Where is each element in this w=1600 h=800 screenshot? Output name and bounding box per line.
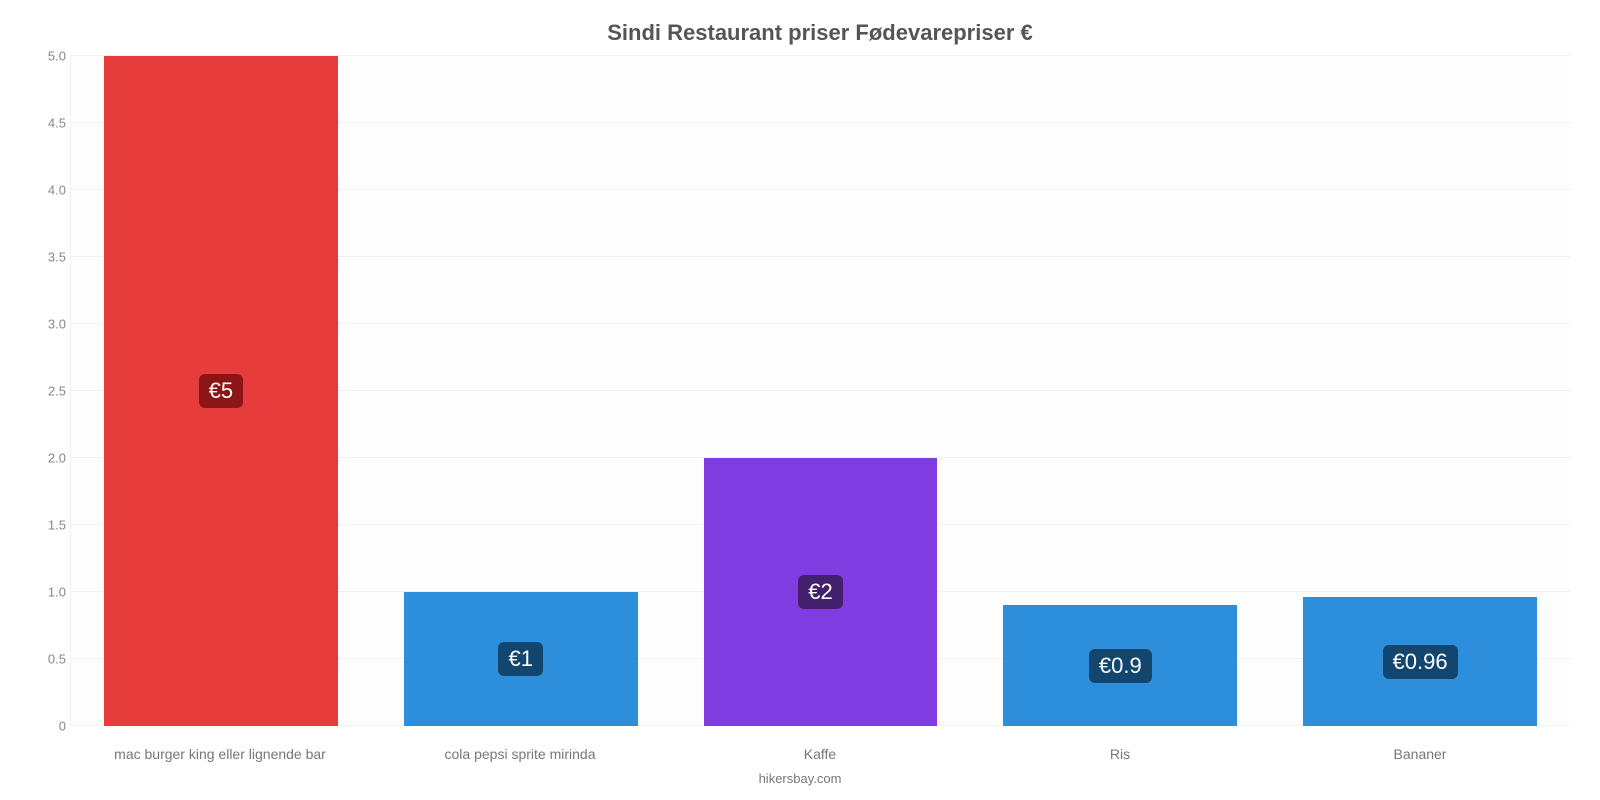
bar-slot: €0.96 (1270, 56, 1570, 726)
bar: €5 (104, 56, 338, 726)
y-tick-label: 1.5 (26, 518, 66, 533)
bar-value-badge: €5 (199, 374, 243, 408)
bar-slot: €0.9 (970, 56, 1270, 726)
y-tick-label: 2.5 (26, 384, 66, 399)
y-tick-label: 2.0 (26, 451, 66, 466)
y-tick-label: 4.5 (26, 116, 66, 131)
y-tick-label: 1.0 (26, 585, 66, 600)
bar-chart: Sindi Restaurant priser Fødevarepriser €… (0, 0, 1600, 800)
x-axis-label: Bananer (1270, 746, 1570, 762)
y-tick-label: 4.0 (26, 183, 66, 198)
bar-value-badge: €0.9 (1089, 649, 1152, 683)
y-tick-label: 0.5 (26, 652, 66, 667)
chart-title: Sindi Restaurant priser Fødevarepriser € (70, 20, 1570, 46)
y-tick-label: 3.5 (26, 250, 66, 265)
x-axis-label: cola pepsi sprite mirinda (370, 746, 670, 762)
bar-slot: €5 (71, 56, 371, 726)
x-axis-label: Kaffe (670, 746, 970, 762)
x-axis-label: mac burger king eller lignende bar (70, 746, 370, 762)
bar-value-badge: €0.96 (1383, 645, 1458, 679)
chart-footer: hikersbay.com (0, 771, 1600, 786)
y-tick-label: 3.0 (26, 317, 66, 332)
bar: €0.96 (1303, 597, 1537, 726)
x-axis-label: Ris (970, 746, 1270, 762)
bar: €2 (704, 458, 938, 726)
bar-slot: €1 (371, 56, 671, 726)
bar-slot: €2 (671, 56, 971, 726)
x-axis-labels: mac burger king eller lignende barcola p… (70, 746, 1570, 762)
bar-value-badge: €2 (798, 575, 842, 609)
bar-value-badge: €1 (498, 642, 542, 676)
bars-container: €5 €1 €2 €0.9 €0.96 (71, 56, 1570, 726)
y-tick-label: 5.0 (26, 49, 66, 64)
y-tick-label: 0 (26, 719, 66, 734)
bar: €0.9 (1003, 605, 1237, 726)
plot-area: 00.51.01.52.02.53.03.54.04.55.0 €5€1€2€0… (70, 56, 1570, 726)
bar: €1 (404, 592, 638, 726)
